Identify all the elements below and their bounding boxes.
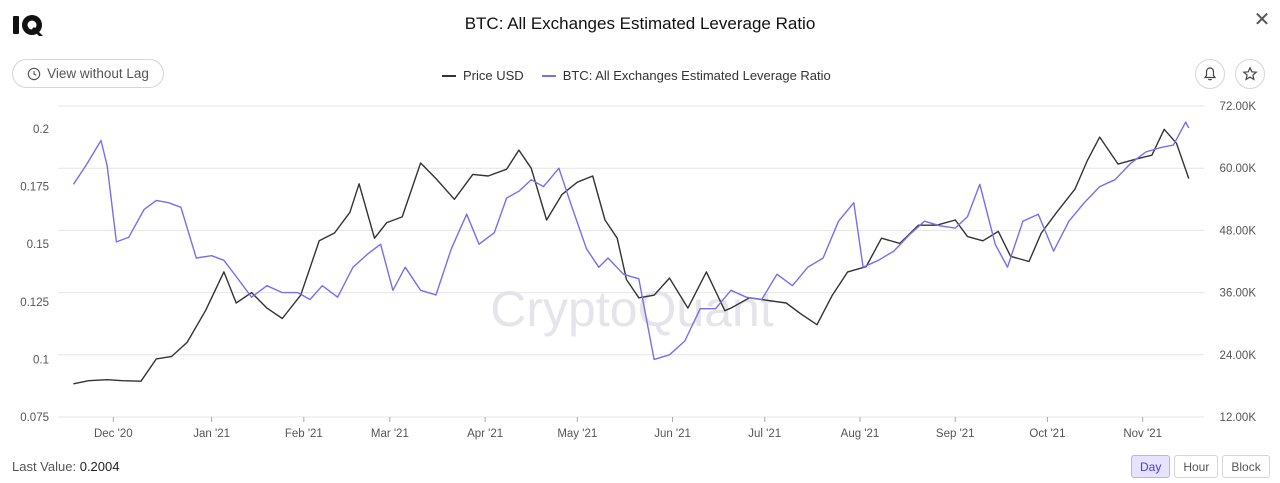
legend-label-price: Price USD (463, 68, 524, 83)
x-axis-tick-label: Sep '21 (936, 428, 975, 440)
view-without-lag-label: View without Lag (47, 66, 149, 81)
x-axis-tick-label: Jul '21 (748, 428, 781, 440)
left-axis-tick-label: 0.1 (33, 354, 49, 366)
leverage-ratio-series-line (72, 121, 1190, 361)
right-axis-tick-label: 48.00K (1220, 225, 1257, 237)
x-axis-ticks: Dec '20 Jan '21 Feb '21 Mar '21 Apr '21 May '… (94, 417, 1162, 440)
cryptoquant-logo[interactable] (12, 12, 44, 38)
range-selector: Day Hour Block (1131, 455, 1270, 478)
price-usd-series-line (73, 128, 1190, 385)
chart-legend: Price USD BTC: All Exchanges Estimated L… (442, 68, 831, 83)
left-axis-tick-label: 0.2 (33, 124, 49, 136)
x-axis-tick-label: Oct '21 (1029, 428, 1065, 440)
x-axis-tick-label: Mar '21 (371, 428, 409, 440)
legend-swatch-price (442, 74, 456, 77)
right-axis-ticks: 12.00K 24.00K 36.00K 48.00K 60.00K 72.00K (1220, 101, 1257, 424)
right-axis-tick-label: 12.00K (1220, 412, 1257, 424)
alert-bell-button[interactable] (1195, 59, 1225, 89)
x-axis-tick-label: Jun '21 (654, 428, 691, 440)
favorite-button[interactable] (1235, 59, 1265, 89)
legend-swatch-leverage (541, 74, 556, 77)
left-axis-ticks: 0.075 0.1 0.125 0.15 0.175 0.2 (20, 124, 49, 424)
right-axis-tick-label: 60.00K (1220, 163, 1257, 175)
left-axis-tick-label: 0.175 (20, 182, 49, 194)
right-axis-tick-label: 24.00K (1220, 350, 1257, 362)
series-layer (72, 121, 1190, 385)
bell-icon (1203, 67, 1217, 81)
leverage-ratio-chart[interactable]: CryptoQuant 0.075 0.1 0.125 0.15 0.175 0.2 12… (0, 95, 1280, 450)
watermark-text: CryptoQuant (490, 281, 774, 337)
x-axis-tick-label: Dec '20 (94, 428, 133, 440)
x-axis-tick-label: Jan '21 (193, 428, 230, 440)
left-axis-tick-label: 0.15 (27, 239, 49, 251)
left-axis-tick-label: 0.125 (20, 297, 49, 309)
left-axis-tick-label: 0.075 (20, 412, 49, 424)
right-axis-tick-label: 72.00K (1220, 101, 1257, 113)
x-axis-tick-label: Apr '21 (467, 428, 503, 440)
view-without-lag-button[interactable]: View without Lag (12, 59, 164, 88)
range-hour-button[interactable]: Hour (1174, 455, 1219, 478)
range-block-button[interactable]: Block (1222, 455, 1270, 478)
legend-item-price[interactable]: Price USD (442, 68, 524, 83)
last-value-number: 0.2004 (79, 459, 120, 474)
x-axis-tick-label: May '21 (557, 428, 597, 440)
legend-item-leverage[interactable]: BTC: All Exchanges Estimated Leverage Ra… (541, 68, 831, 83)
last-value-label: Last Value: (12, 459, 77, 474)
clock-icon (27, 67, 41, 80)
star-icon (1242, 66, 1258, 81)
x-axis-tick-label: Aug '21 (841, 428, 880, 440)
legend-label-leverage: BTC: All Exchanges Estimated Leverage Ra… (562, 68, 831, 83)
last-value: Last Value: 0.2004 (12, 459, 119, 474)
grid-lines (58, 105, 1204, 418)
range-day-button[interactable]: Day (1131, 455, 1171, 478)
x-axis-tick-label: Feb '21 (285, 428, 323, 440)
close-icon[interactable]: ✕ (1253, 9, 1271, 31)
chart-title: BTC: All Exchanges Estimated Leverage Ra… (464, 14, 816, 33)
right-axis-tick-label: 36.00K (1220, 288, 1257, 300)
x-axis-tick-label: Nov '21 (1123, 428, 1162, 440)
